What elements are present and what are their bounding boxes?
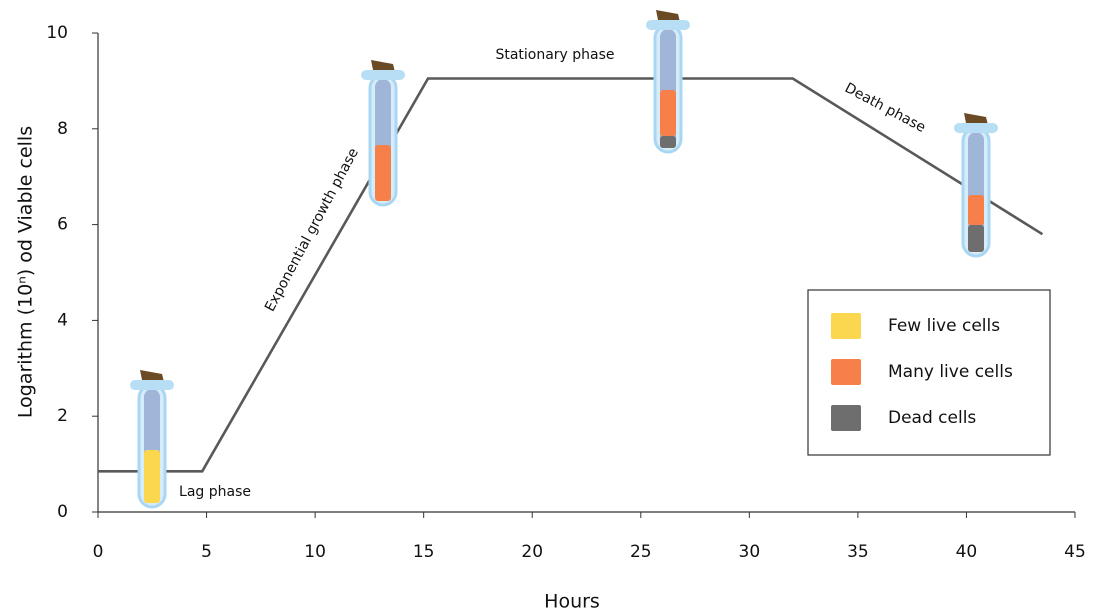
y-axis-title: Logarithm (10ⁿ) od Viable cells [15, 126, 37, 418]
tube-liquid [660, 90, 676, 136]
y-tick-label: 4 [57, 310, 68, 330]
x-tick-label: 25 [630, 542, 652, 562]
x-tick-label: 10 [304, 542, 326, 562]
x-tick-label: 5 [201, 542, 212, 562]
phase-label: Lag phase [179, 484, 251, 500]
legend-swatch [831, 405, 861, 431]
y-tick-label: 10 [46, 23, 68, 43]
phase-label: Stationary phase [495, 47, 614, 63]
x-tick-label: 20 [521, 542, 543, 562]
y-tick-label: 0 [57, 502, 68, 522]
x-tick-label: 0 [93, 542, 104, 562]
x-tick-label: 35 [847, 542, 869, 562]
tube-liquid [968, 195, 984, 225]
legend-label: Many live cells [888, 362, 1013, 382]
tube-liquid [375, 145, 391, 201]
x-tick-label: 15 [413, 542, 435, 562]
test-tube [646, 10, 690, 152]
legend-label: Dead cells [888, 408, 976, 428]
y-tick-label: 8 [57, 119, 68, 139]
tube-rim [130, 380, 174, 390]
x-tick-label: 45 [1064, 542, 1086, 562]
tube-liquid [660, 136, 676, 148]
legend-swatch [831, 359, 861, 385]
tube-liquid [144, 450, 160, 503]
x-tick-label: 30 [739, 542, 761, 562]
tube-rim [646, 20, 690, 30]
x-axis-title: Hours [544, 591, 600, 612]
y-tick-label: 6 [57, 215, 68, 235]
chart: Hours Logarithm (10ⁿ) od Viable cells 0 2… [0, 0, 1094, 612]
tube-rim [954, 123, 998, 133]
legend-label: Few live cells [888, 316, 1000, 336]
tube-rim [361, 70, 405, 80]
tube-liquid [968, 225, 984, 252]
y-tick-label: 2 [57, 406, 68, 426]
legend-swatch [831, 313, 861, 339]
phase-label: Exponential growth phase [262, 146, 362, 315]
test-tube [130, 370, 174, 507]
phase-label: Death phase [842, 80, 928, 136]
x-tick-label: 40 [956, 542, 978, 562]
legend: Few live cells Many live cells Dead cells [808, 290, 1050, 455]
